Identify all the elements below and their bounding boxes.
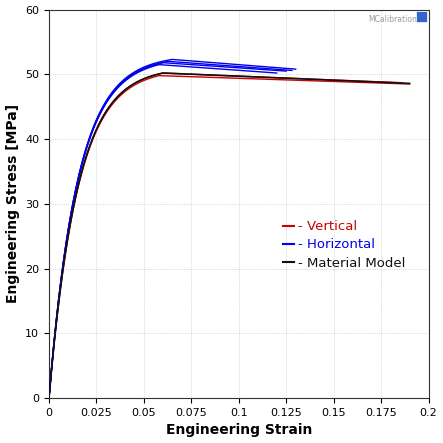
Y-axis label: Engineering Stress [MPa]: Engineering Stress [MPa] <box>6 104 19 303</box>
Legend: - Vertical, - Horizontal, - Material Model: - Vertical, - Horizontal, - Material Mod… <box>278 215 411 275</box>
X-axis label: Engineering Strain: Engineering Strain <box>166 424 312 437</box>
Text: MCalibration: MCalibration <box>368 16 417 24</box>
FancyBboxPatch shape <box>416 11 427 22</box>
